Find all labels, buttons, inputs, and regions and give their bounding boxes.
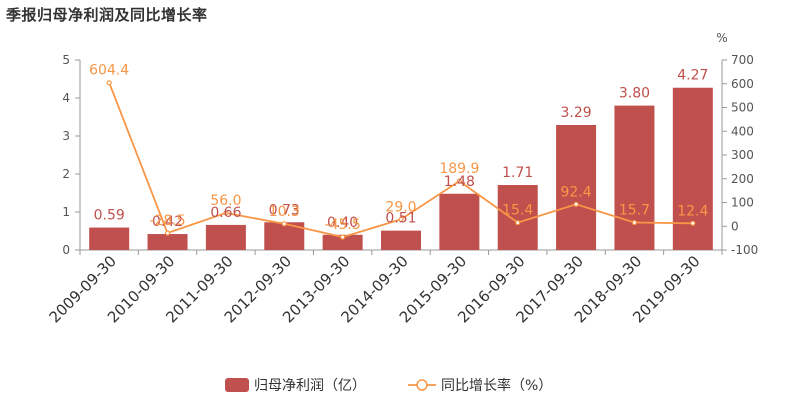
bar (439, 193, 480, 250)
growth-value-label: -28.5 (149, 213, 185, 229)
right-axis-tick-label: 100 (731, 196, 754, 210)
bar-value-label: 0.59 (94, 208, 125, 224)
growth-value-label: 15.7 (619, 203, 650, 219)
growth-point (281, 221, 287, 227)
growth-point (340, 234, 346, 240)
bar-value-label: 0.51 (385, 211, 416, 227)
right-axis-tick-label: 0 (731, 219, 739, 233)
growth-point (690, 220, 696, 226)
growth-point (573, 201, 579, 207)
bar (147, 234, 188, 250)
growth-value-label: 15.4 (502, 203, 533, 219)
bar-value-label: 1.48 (444, 174, 475, 190)
right-axis-tick-label: 400 (731, 124, 754, 138)
right-axis-unit: % (716, 31, 727, 45)
growth-value-label: 189.9 (439, 161, 479, 177)
bar (205, 224, 246, 250)
chart-title: 季报归母净利润及同比增长率 (6, 6, 208, 24)
left-axis-tick-label: 0 (62, 243, 70, 257)
growth-value-label: 12.4 (677, 203, 708, 219)
bar-value-label: 0.73 (269, 202, 300, 218)
bar-value-label: 0.42 (152, 214, 183, 230)
right-axis-tick-label: 300 (731, 148, 754, 162)
bar-value-label: 0.66 (210, 205, 241, 221)
legend-line-label: 同比增长率（%） (441, 377, 552, 394)
growth-point (515, 219, 521, 226)
growth-value-label: 29.0 (385, 199, 416, 215)
growth-point (164, 230, 171, 236)
growth-point (456, 178, 462, 184)
right-axis-tick-label: -100 (731, 243, 758, 257)
growth-value-label: 92.4 (561, 184, 592, 200)
bar (322, 234, 363, 250)
bar-value-label: 1.71 (502, 165, 533, 181)
growth-value-label: -45.5 (325, 217, 361, 233)
left-axis-tick-label: 2 (62, 167, 70, 181)
legend-line-marker (416, 379, 428, 391)
legend-bar-label: 归母净利润（亿） (254, 377, 366, 394)
bar (89, 227, 130, 250)
bar-value-label: 3.29 (561, 105, 592, 121)
left-axis-tick-label: 5 (62, 53, 70, 67)
legend-bar-swatch (225, 378, 249, 392)
right-axis-tick-label: 200 (731, 172, 754, 186)
left-axis-tick-label: 1 (62, 205, 70, 219)
bar (556, 124, 597, 250)
growth-value-label: 10.3 (269, 204, 300, 220)
bar-value-label: 0.40 (327, 215, 358, 231)
bar (614, 105, 655, 250)
growth-point (631, 219, 638, 226)
left-axis-tick-label: 3 (62, 129, 70, 143)
right-axis-tick-label: 500 (731, 101, 754, 115)
bar-value-label: 3.80 (619, 86, 650, 102)
growth-point (106, 80, 112, 86)
growth-value-label: 56.0 (210, 193, 241, 209)
right-axis-tick-label: 600 (731, 77, 754, 91)
growth-value-label: 604.4 (89, 63, 129, 79)
bar-value-label: 4.27 (677, 68, 708, 84)
growth-point (398, 216, 404, 222)
left-axis-tick-label: 4 (62, 91, 70, 105)
growth-point (223, 210, 229, 216)
right-axis-tick-label: 700 (731, 53, 754, 67)
bar (381, 230, 421, 250)
